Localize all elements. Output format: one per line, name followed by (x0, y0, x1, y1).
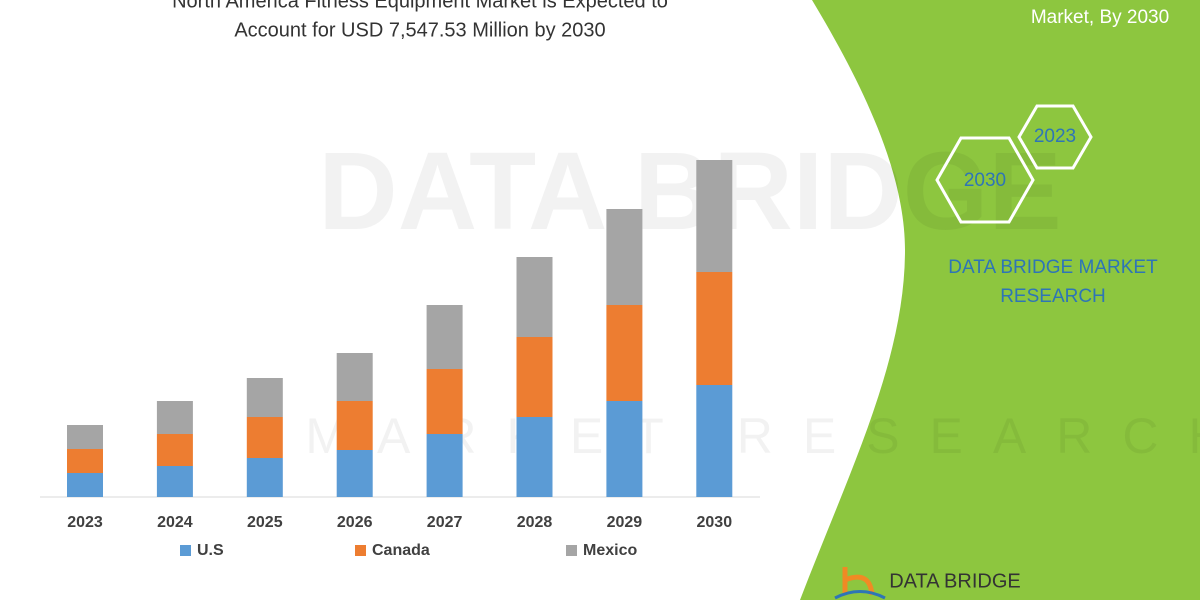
chart-title: Account for USD 7,547.53 Million by 2030 (234, 19, 605, 41)
bar-segment (606, 209, 643, 305)
bar-segment (516, 257, 553, 337)
x-tick-label: 2026 (337, 514, 373, 531)
bar-segment (156, 401, 193, 434)
bar-segment (606, 401, 643, 497)
bar-segment (336, 450, 373, 497)
x-tick-label: 2023 (67, 514, 103, 531)
bar-segment (67, 425, 103, 449)
bar-segment (696, 385, 733, 497)
logo-text: DATA BRIDGE (889, 570, 1021, 592)
legend-label: Canada (372, 542, 430, 559)
bar-segment (696, 160, 733, 272)
logo-icon (842, 567, 875, 596)
watermark: DATA BRIDGE (318, 130, 1061, 253)
legend-swatch (566, 545, 577, 556)
bar-segment (606, 305, 643, 401)
x-tick-label: 2030 (697, 514, 733, 531)
logo-icon (834, 590, 886, 600)
hexagon-label: 2030 (964, 170, 1006, 191)
legend-label: U.S (197, 542, 224, 559)
bar-segment (516, 417, 553, 497)
bar-segment (246, 458, 283, 497)
chart-title: North America Fitness Equipment Market i… (172, 0, 668, 12)
brand-text: RESEARCH (1000, 286, 1106, 307)
bar-segment (156, 466, 193, 497)
x-tick-label: 2027 (427, 514, 463, 531)
bar-segment (156, 434, 193, 466)
bar-segment (67, 449, 103, 473)
bar-segment (336, 353, 373, 401)
side-panel-bg (800, 0, 1200, 600)
hexagon (935, 136, 1035, 224)
legend-label: Mexico (583, 542, 637, 559)
hexagon (1017, 104, 1093, 170)
hexagon-label: 2023 (1034, 126, 1076, 147)
side-subtitle: Market, By 2030 (1031, 7, 1169, 28)
bar-segment (426, 434, 463, 497)
bar-segment (696, 272, 733, 385)
bar-segment (246, 417, 283, 458)
x-tick-label: 2028 (517, 514, 553, 531)
x-tick-label: 2025 (247, 514, 283, 531)
bar-segment (67, 473, 103, 497)
bar-segment (426, 369, 463, 434)
brand-text: DATA BRIDGE MARKET (948, 257, 1158, 278)
bar-segment (426, 305, 463, 369)
bar-segment (336, 401, 373, 450)
legend-swatch (355, 545, 366, 556)
x-tick-label: 2024 (157, 514, 193, 531)
legend-swatch (180, 545, 191, 556)
x-tick-label: 2029 (607, 514, 643, 531)
bar-segment (516, 337, 553, 417)
bar-segment (246, 378, 283, 417)
